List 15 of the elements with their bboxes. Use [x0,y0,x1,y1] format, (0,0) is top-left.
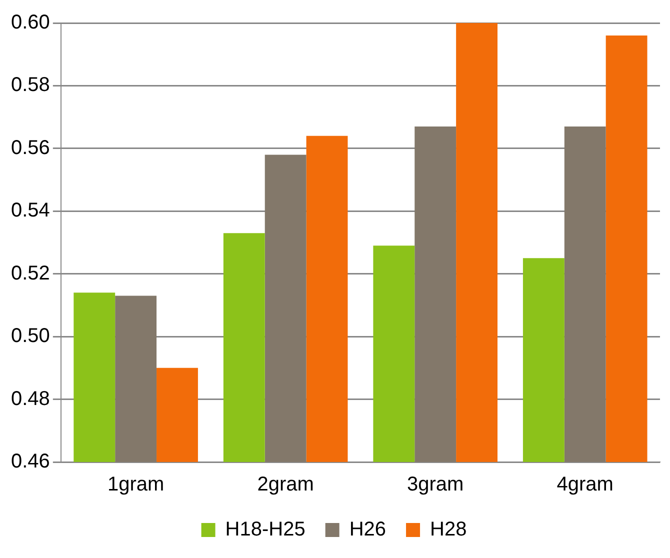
legend-label: H18-H25 [225,518,306,541]
y-tick-label: 0.54 [10,200,50,222]
x-tick-label: 1gram [107,474,164,496]
y-tick-label: 0.52 [10,262,50,284]
y-tick-label: 0.60 [10,12,50,34]
x-tick-label: 2gram [257,474,314,496]
x-tick-label: 4gram [556,474,614,496]
y-tick-label: 0.46 [10,450,50,473]
y-tick-label: 0.48 [10,388,50,410]
x-tick-label: 3gram [406,474,464,496]
y-tick-label: 0.56 [10,136,50,159]
legend-label: H28 [430,518,467,541]
y-tick-label: 0.58 [10,74,50,96]
legend-label: H26 [349,518,386,541]
y-tick-label: 0.50 [10,325,50,348]
